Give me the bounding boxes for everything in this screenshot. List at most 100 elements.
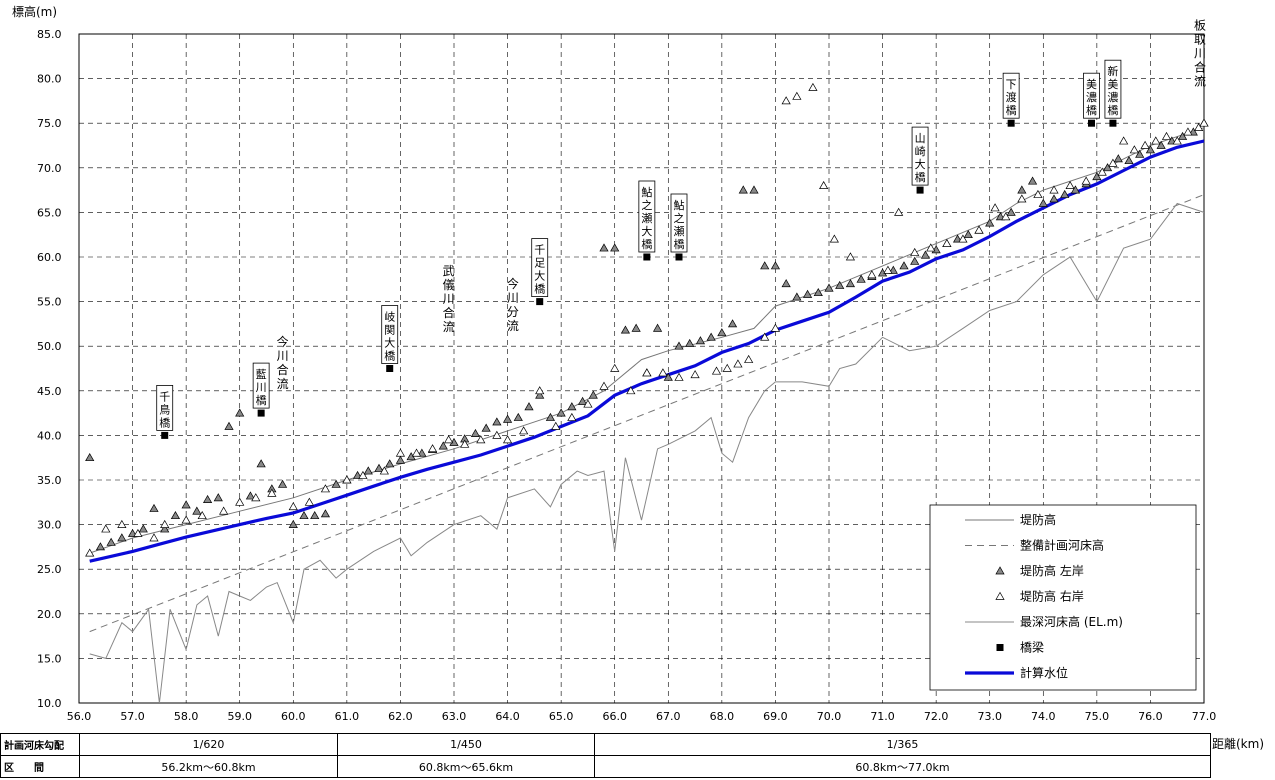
right-bank-point [1065, 180, 1075, 189]
bridge-label-box [381, 305, 399, 364]
right-bank-point [460, 439, 470, 448]
bridge-label: 千足大橋 [534, 244, 545, 296]
right-bank-point [133, 528, 143, 537]
bridge-marker [916, 186, 924, 194]
right-bank-point [610, 363, 620, 372]
x-tick-label: 65.0 [549, 710, 574, 723]
x-tick-label: 60.0 [281, 710, 306, 723]
left-bank-point [235, 408, 245, 417]
y-tick-label: 20.0 [37, 608, 62, 621]
right-bank-point [535, 386, 545, 395]
right-bank-point [626, 386, 636, 395]
right-bank-point [117, 519, 127, 528]
left-bank-point [438, 441, 448, 450]
bridge-label-box [1104, 59, 1122, 119]
x-tick-label: 56.0 [67, 710, 92, 723]
legend-label: 最深河床高 (EL.m) [1020, 614, 1123, 629]
bridge-label-box [531, 238, 549, 298]
table-cell: 1/365 [594, 733, 1211, 756]
left-bank-point [95, 542, 106, 551]
right-bank-point [444, 435, 454, 444]
legend-label: 計算水位 [1020, 665, 1068, 680]
right-bank-point [492, 430, 502, 439]
left-bank-point [374, 463, 384, 472]
left-bank-point [738, 185, 748, 194]
right-bank-point [519, 426, 529, 435]
bridge-marker [1088, 119, 1095, 127]
x-tick-label: 58.0 [174, 710, 199, 723]
left-bank-point [1092, 172, 1102, 181]
right-bank-point [808, 82, 818, 91]
left-bank-point [920, 250, 931, 259]
left-bank-point [1177, 131, 1188, 140]
row-label-section: 区 間 [0, 755, 80, 778]
left-bank-point [1113, 154, 1123, 163]
bridge-marker [257, 409, 265, 417]
series-line-water [89, 139, 1205, 563]
bridge-label-box [1083, 72, 1100, 119]
right-bank-point [674, 372, 684, 381]
left-bank-point [749, 185, 759, 194]
bridge-label: 藍川橋 [256, 368, 267, 407]
left-bank-point [106, 537, 116, 546]
right-bank-point [1151, 136, 1161, 145]
left-bank-point [245, 491, 256, 500]
left-bank-point [985, 218, 995, 227]
right-bank-point [427, 444, 438, 453]
left-bank-point [588, 390, 598, 399]
bridge-marker [1109, 119, 1117, 127]
bridge-label: 鮎之瀬大橋 [641, 185, 652, 251]
right-bank-point [642, 368, 652, 377]
bank-points [85, 82, 1209, 557]
left-bank-point [963, 229, 973, 239]
y-tick-label: 80.0 [37, 73, 62, 86]
y-tick-label: 45.0 [37, 385, 62, 398]
bridge-label-box [156, 384, 174, 431]
left-bank-point [1006, 207, 1016, 216]
right-bank-point [1140, 140, 1150, 149]
right-bank-point [867, 270, 877, 279]
right-bank-point [733, 359, 743, 368]
x-tick-label: 71.0 [870, 710, 895, 723]
right-bank-point [711, 366, 722, 375]
right-bank-point [599, 381, 609, 390]
right-bank-point [1049, 185, 1059, 194]
right-bank-point [181, 515, 191, 524]
bridge-marker [675, 253, 683, 261]
right-bank-point [411, 448, 422, 457]
right-bank-point [1129, 145, 1139, 154]
right-bank-point [1033, 189, 1043, 198]
right-bank-point [958, 234, 968, 243]
bridge-label: 新美濃橋 [1107, 64, 1118, 117]
legend-label: 堤防高 [1020, 512, 1056, 527]
right-bank-point [1017, 194, 1027, 203]
left-bank-point [513, 412, 523, 421]
x-tick-label: 63.0 [442, 710, 467, 723]
x-tick-label: 73.0 [977, 710, 1002, 723]
annotations: 今川合流 武儀川合流 今川分流 板取川合流 [277, 19, 1206, 392]
series-line-levee [89, 127, 1205, 554]
left-bank-point [835, 280, 845, 289]
bridge-marker [386, 365, 394, 372]
right-bank-point [1081, 176, 1091, 185]
left-bank-point [792, 292, 802, 301]
right-bank-point [502, 435, 513, 444]
right-bank-point [320, 484, 331, 493]
left-bank-point [727, 319, 738, 328]
left-bank-point [813, 287, 823, 297]
right-bank-point [910, 247, 920, 256]
left-bank-point [149, 503, 159, 512]
left-bank-point [320, 509, 331, 518]
left-bank-point [160, 524, 170, 533]
y-axis-ticks: 10.0 15.0 20.0 25.0 30.0 35.0 40.0 45.0 50.0 55.0… [37, 28, 62, 710]
left-bank-point [545, 412, 556, 421]
right-bank-point [160, 519, 170, 528]
right-bank-point [267, 488, 277, 497]
x-tick-label: 66.0 [602, 710, 627, 723]
x-tick-label: 62.0 [388, 710, 413, 723]
left-bank-point [138, 524, 148, 533]
bridge-label: 千鳥橋 [159, 390, 170, 429]
right-bank-point [690, 370, 700, 379]
y-tick-label: 55.0 [37, 296, 62, 309]
bridge-label: 岐関大橋 [384, 311, 395, 363]
